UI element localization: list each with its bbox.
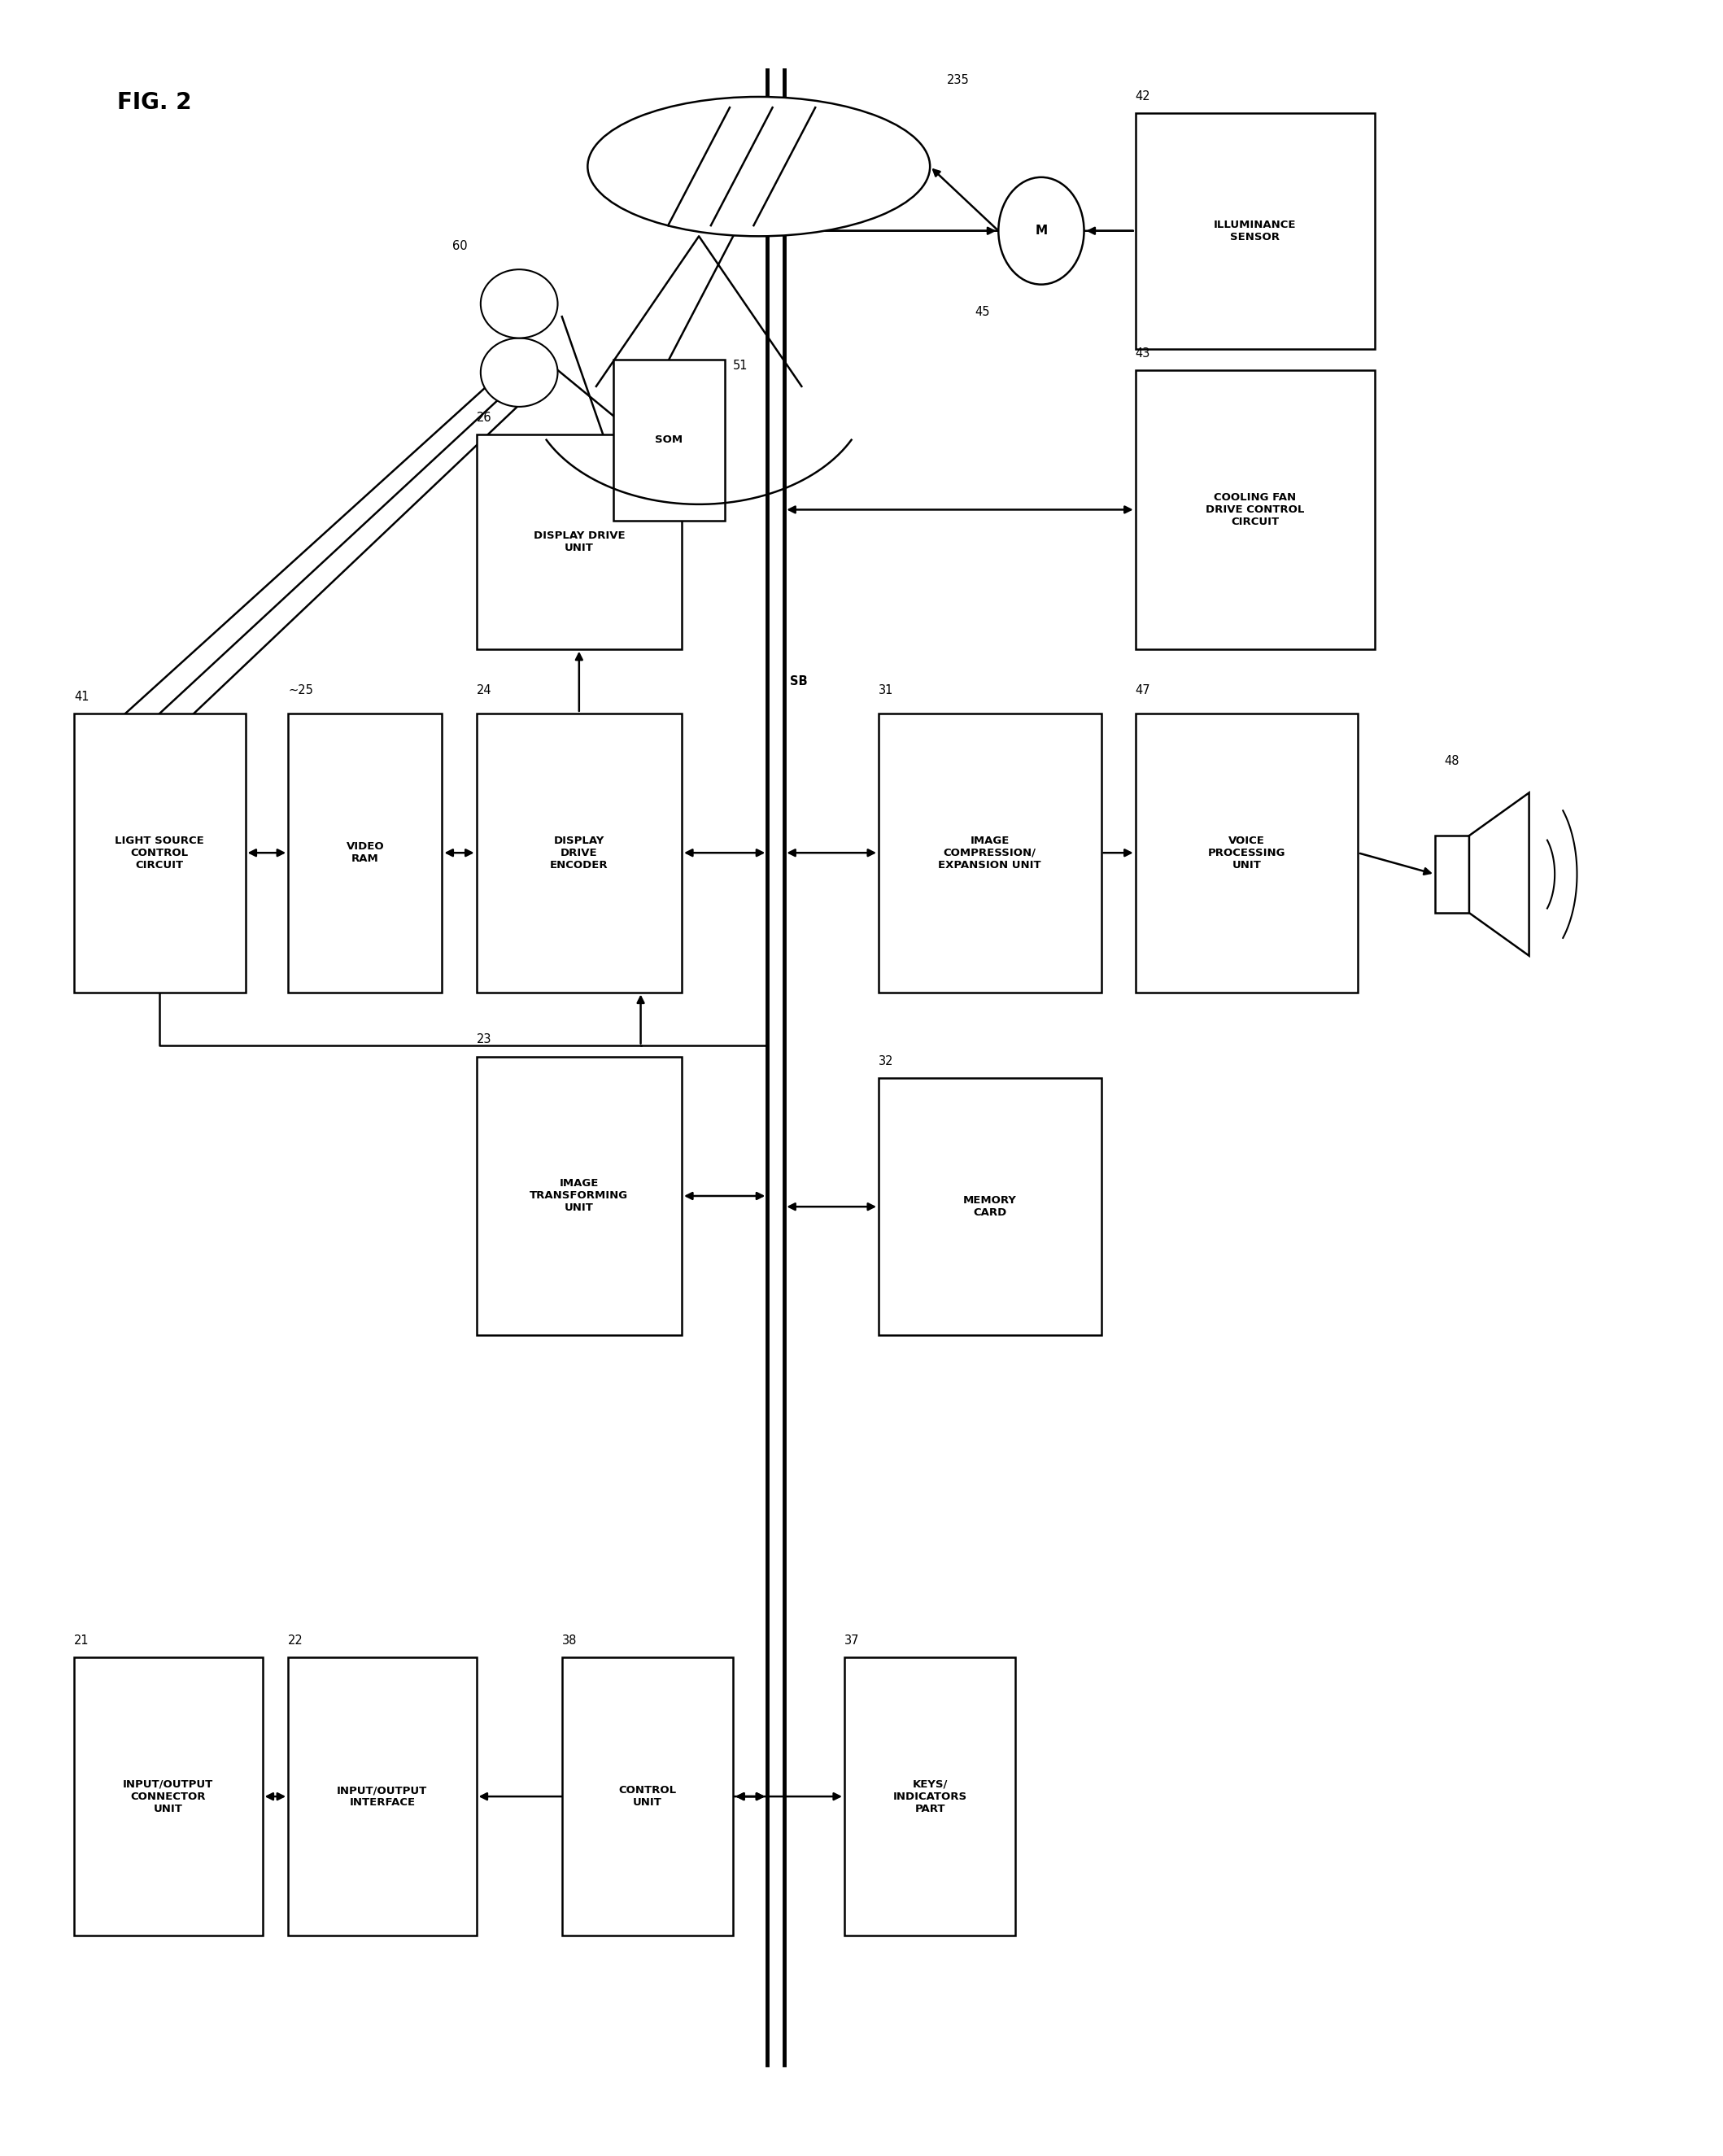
Text: SB: SB: [789, 675, 806, 688]
Text: 60: 60: [453, 239, 469, 252]
Text: IMAGE
COMPRESSION/
EXPANSION UNIT: IMAGE COMPRESSION/ EXPANSION UNIT: [939, 834, 1041, 871]
Text: 38: 38: [562, 1634, 577, 1647]
Text: 42: 42: [1135, 91, 1151, 101]
Text: ~25: ~25: [288, 683, 314, 696]
Text: 48: 48: [1444, 755, 1459, 768]
FancyBboxPatch shape: [74, 1658, 262, 1936]
Text: CONTROL
UNIT: CONTROL UNIT: [619, 1785, 677, 1809]
FancyBboxPatch shape: [1135, 371, 1375, 649]
Circle shape: [998, 177, 1084, 285]
Text: LIGHT SOURCE
CONTROL
CIRCUIT: LIGHT SOURCE CONTROL CIRCUIT: [115, 834, 205, 871]
Text: DISPLAY DRIVE
UNIT: DISPLAY DRIVE UNIT: [532, 530, 625, 554]
Text: SOM: SOM: [655, 436, 682, 446]
Text: 31: 31: [879, 683, 894, 696]
Ellipse shape: [481, 338, 558, 407]
Text: 51: 51: [732, 360, 748, 371]
Text: 41: 41: [74, 690, 90, 703]
Text: 32: 32: [879, 1054, 894, 1067]
FancyBboxPatch shape: [1435, 837, 1470, 912]
Text: DISPLAY
DRIVE
ENCODER: DISPLAY DRIVE ENCODER: [550, 834, 608, 871]
Text: KEYS/
INDICATORS
PART: KEYS/ INDICATORS PART: [893, 1779, 967, 1813]
Text: 21: 21: [74, 1634, 90, 1647]
FancyBboxPatch shape: [613, 360, 725, 520]
Text: 47: 47: [1135, 683, 1151, 696]
Text: INPUT/OUTPUT
INTERFACE: INPUT/OUTPUT INTERFACE: [338, 1785, 427, 1809]
FancyBboxPatch shape: [74, 714, 245, 992]
Text: 23: 23: [476, 1033, 491, 1046]
FancyBboxPatch shape: [844, 1658, 1015, 1936]
Text: 235: 235: [948, 73, 970, 86]
Text: VOICE
PROCESSING
UNIT: VOICE PROCESSING UNIT: [1208, 834, 1285, 871]
FancyBboxPatch shape: [288, 1658, 476, 1936]
FancyBboxPatch shape: [288, 714, 443, 992]
FancyBboxPatch shape: [879, 714, 1101, 992]
Text: 45: 45: [975, 306, 991, 319]
Text: FIG. 2: FIG. 2: [117, 91, 191, 114]
FancyBboxPatch shape: [476, 714, 682, 992]
Ellipse shape: [588, 97, 930, 237]
Text: 24: 24: [476, 683, 491, 696]
Text: INPUT/OUTPUT
CONNECTOR
UNIT: INPUT/OUTPUT CONNECTOR UNIT: [122, 1779, 214, 1813]
FancyBboxPatch shape: [562, 1658, 732, 1936]
FancyBboxPatch shape: [1135, 112, 1375, 349]
Text: 43: 43: [1135, 347, 1151, 360]
Text: 37: 37: [844, 1634, 860, 1647]
Text: VIDEO
RAM: VIDEO RAM: [346, 841, 384, 865]
Text: MEMORY
CARD: MEMORY CARD: [963, 1194, 1017, 1218]
FancyBboxPatch shape: [476, 1056, 682, 1335]
Text: 26: 26: [476, 412, 491, 425]
Text: 22: 22: [288, 1634, 303, 1647]
Text: COOLING FAN
DRIVE CONTROL
CIRCUIT: COOLING FAN DRIVE CONTROL CIRCUIT: [1206, 492, 1304, 528]
FancyBboxPatch shape: [1135, 714, 1358, 992]
Text: IMAGE
TRANSFORMING
UNIT: IMAGE TRANSFORMING UNIT: [529, 1179, 629, 1214]
Text: ILLUMINANCE
SENSOR: ILLUMINANCE SENSOR: [1215, 220, 1296, 241]
FancyBboxPatch shape: [476, 436, 682, 649]
Text: M: M: [1036, 224, 1048, 237]
Ellipse shape: [481, 270, 558, 338]
Polygon shape: [1470, 793, 1528, 955]
FancyBboxPatch shape: [879, 1078, 1101, 1335]
